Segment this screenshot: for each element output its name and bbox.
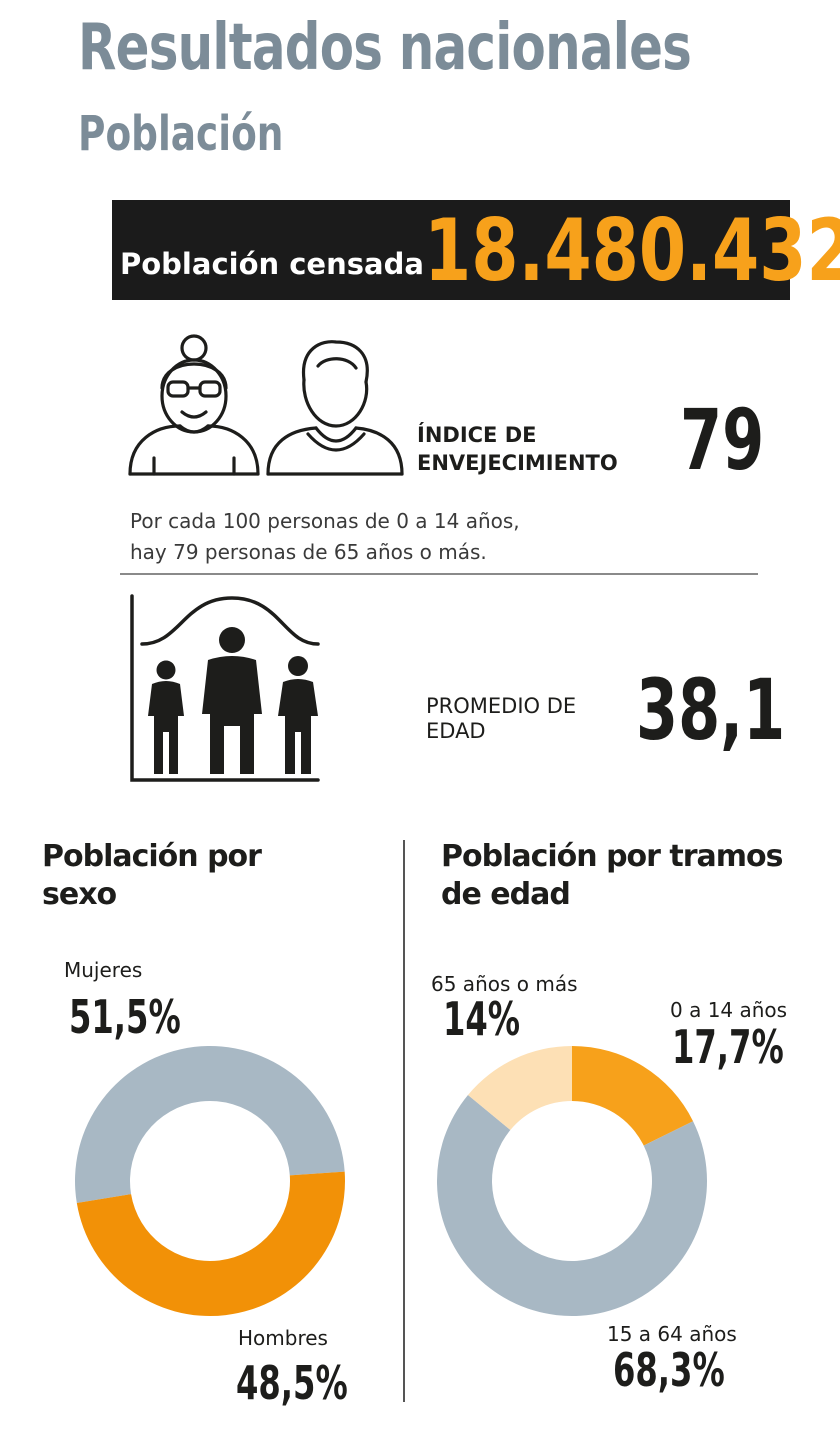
page-title: Resultados nacionales: [78, 11, 692, 85]
elderly-couple-icon: [128, 334, 404, 476]
sex-chart-title: Población por sexo: [42, 838, 262, 914]
slice-value-65-plus: 14%: [443, 992, 521, 1046]
age-chart-title-line1: Población por tramos: [441, 839, 784, 874]
slice-label-mujeres: Mujeres: [64, 958, 143, 982]
slice-value-0-14: 17,7%: [672, 1020, 784, 1074]
aging-description-line2: hay 79 personas de 65 años o más.: [130, 540, 487, 564]
aging-label-line1: ÍNDICE DE: [417, 423, 537, 447]
slice-value-15-64: 68,3%: [613, 1343, 725, 1397]
aging-label-line2: ENVEJECIMIENTO: [417, 451, 618, 475]
age-avg-label-line1: PROMEDIO DE: [426, 694, 577, 718]
aging-description: Por cada 100 personas de 0 a 14 años, ha…: [130, 506, 520, 568]
sex-chart-title-line1: Población por: [42, 839, 262, 874]
slice-label-15-64: 15 a 64 años: [607, 1322, 737, 1346]
slice-15-64: [437, 1094, 707, 1316]
age-chart-title: Población por tramos de edad: [441, 838, 784, 914]
slice-0-14: [572, 1046, 694, 1146]
slice-mujeres: [75, 1046, 345, 1204]
chart-divider: [403, 840, 405, 1402]
slice-hombres: [76, 1171, 345, 1317]
census-band: [112, 200, 790, 300]
age-chart-title-line2: de edad: [441, 877, 571, 912]
slice-value-hombres: 48,5%: [236, 1356, 348, 1410]
sex-chart-title-line2: sexo: [42, 877, 117, 912]
census-label: Población censada: [120, 247, 424, 281]
age-distribution-icon: [130, 594, 320, 782]
sex-donut-chart: [75, 1046, 345, 1317]
page-subtitle: Población: [78, 106, 284, 162]
slice-label-hombres: Hombres: [238, 1326, 328, 1350]
slice-value-mujeres: 51,5%: [69, 990, 181, 1044]
slice-65-plus: [467, 1046, 572, 1131]
slice-label-65-plus: 65 años o más: [431, 972, 578, 996]
section-rule: [120, 573, 758, 575]
age-donut-chart: [437, 1046, 707, 1316]
age-avg-value: 38,1: [636, 661, 786, 759]
census-value: 18.480.432: [424, 201, 840, 301]
age-avg-label-line2: EDAD: [426, 719, 486, 743]
aging-description-line1: Por cada 100 personas de 0 a 14 años,: [130, 509, 520, 533]
slice-label-0-14: 0 a 14 años: [670, 998, 788, 1022]
aging-index-value: 79: [680, 391, 765, 489]
